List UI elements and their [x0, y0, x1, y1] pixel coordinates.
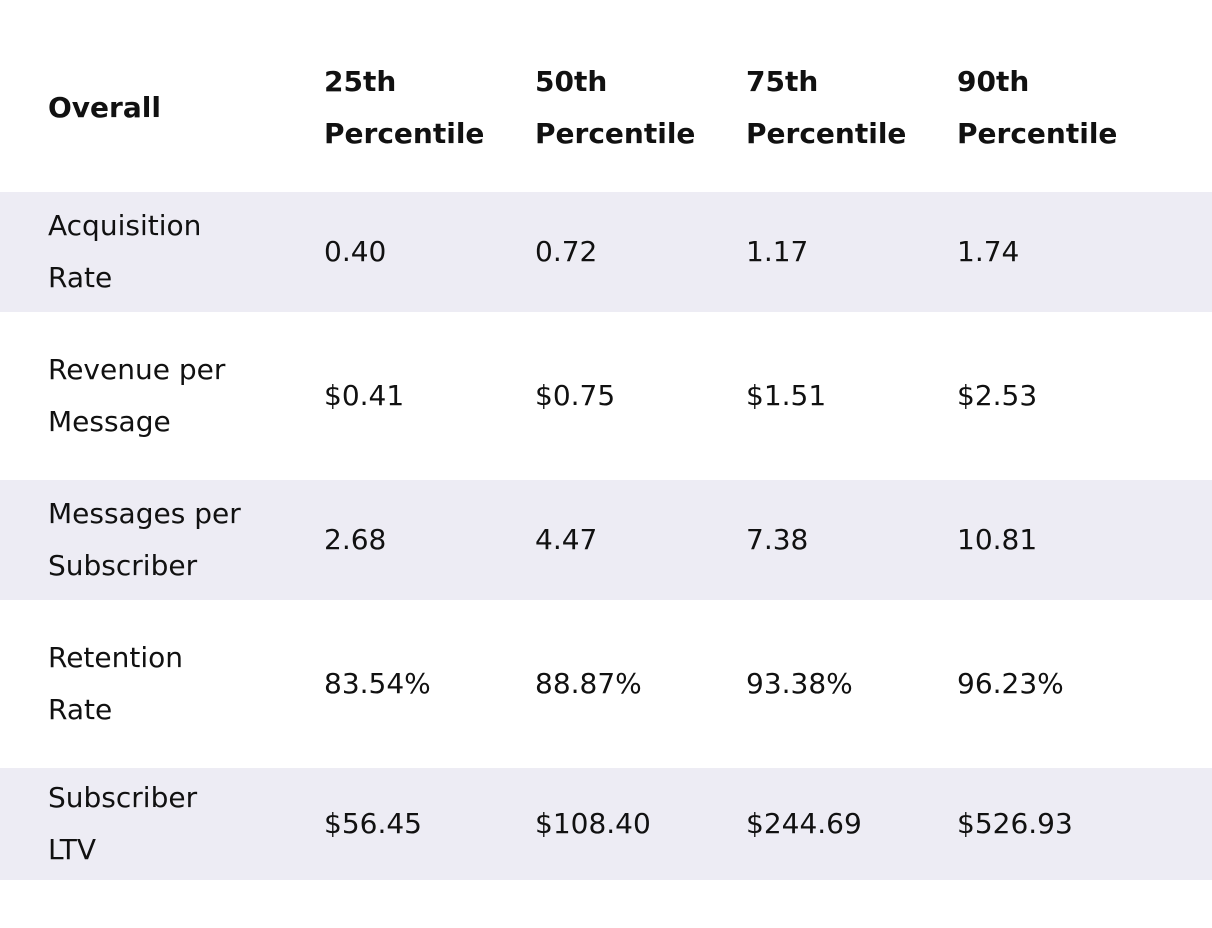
cell-text-line: Overall: [48, 91, 161, 124]
cell-text-line: Revenue per: [48, 353, 226, 386]
cell-text-line: Rate: [48, 261, 113, 294]
cell-text: 10.81: [957, 523, 1038, 556]
table-cell: 1.17: [746, 192, 808, 312]
table-cell: 0.40: [324, 192, 386, 312]
cell-text: $1.51: [746, 379, 827, 412]
cell-text: $244.69: [746, 807, 862, 840]
table-row: Retention Rate 83.54% 88.87% 93.38% 96.23%: [0, 600, 1212, 768]
table-row: Acquisition Rate 0.40 0.72 1.17 1.74: [0, 192, 1212, 312]
table-cell: 96.23%: [957, 600, 1064, 768]
cell-text-line: Percentile: [324, 117, 485, 150]
cell-text: $108.40: [535, 807, 651, 840]
table-cell: $0.75: [535, 312, 615, 480]
cell-text-line: Percentile: [746, 117, 907, 150]
cell-text: 93.38%: [746, 667, 853, 700]
cell-text: 0.72: [535, 235, 598, 268]
table-cell: 0.72: [535, 192, 597, 312]
cell-text: 83.54%: [324, 667, 431, 700]
table-cell: 50th Percentile: [535, 56, 695, 160]
cell-text: 7.38: [746, 523, 809, 556]
table-cell: Retention Rate: [48, 600, 183, 768]
table-cell: 90th Percentile: [957, 56, 1117, 160]
table-cell: Messages per Subscriber: [48, 480, 241, 600]
header-row: Overall 25th Percentile 50th Percentile 75th P…: [0, 56, 1212, 160]
cell-text: 1.17: [746, 235, 809, 268]
table-cell: 10.81: [957, 480, 1037, 600]
cell-text-line: Percentile: [957, 117, 1118, 150]
cell-text: 88.87%: [535, 667, 642, 700]
cell-text-line: Subscriber: [48, 781, 198, 814]
table-cell: Subscriber LTV: [48, 768, 197, 880]
table-cell: 75th Percentile: [746, 56, 906, 160]
table-cell: 93.38%: [746, 600, 853, 768]
cell-text: $0.75: [535, 379, 616, 412]
table-cell: 2.68: [324, 480, 386, 600]
cell-text-line: Subscriber: [48, 549, 198, 582]
cell-text: $2.53: [957, 379, 1038, 412]
table-cell: $2.53: [957, 312, 1037, 480]
cell-text-line: Acquisition: [48, 209, 202, 242]
table-cell: 1.74: [957, 192, 1019, 312]
table-cell: Revenue per Message: [48, 312, 225, 480]
cell-text-line: 25th: [324, 65, 397, 98]
cell-text: $56.45: [324, 807, 422, 840]
table-row: Subscriber LTV $56.45 $108.40 $244.69 $526.93: [0, 768, 1212, 880]
cell-text-line: LTV: [48, 833, 97, 866]
table-cell: $56.45: [324, 768, 422, 880]
cell-text-line: Retention: [48, 641, 184, 674]
cell-text-line: Rate: [48, 693, 113, 726]
table-cell: $108.40: [535, 768, 651, 880]
cell-text: 4.47: [535, 523, 598, 556]
cell-text-line: Percentile: [535, 117, 696, 150]
table-row: Revenue per Message $0.41 $0.75 $1.51 $2.53: [0, 312, 1212, 480]
table-cell: 7.38: [746, 480, 808, 600]
cell-text: 0.40: [324, 235, 387, 268]
table-cell: $244.69: [746, 768, 862, 880]
cell-text-line: Messages per: [48, 497, 241, 530]
table-cell: $1.51: [746, 312, 826, 480]
table-cell: 4.47: [535, 480, 597, 600]
cell-text: 1.74: [957, 235, 1020, 268]
cell-text: 96.23%: [957, 667, 1064, 700]
cell-text-line: 75th: [746, 65, 819, 98]
cell-text-line: Message: [48, 405, 171, 438]
cell-text: $526.93: [957, 807, 1073, 840]
table-cell: $0.41: [324, 312, 404, 480]
cell-text-line: 90th: [957, 65, 1030, 98]
cell-text: 2.68: [324, 523, 387, 556]
table-cell: 83.54%: [324, 600, 431, 768]
table-cell: Overall: [48, 56, 161, 160]
table-cell: Acquisition Rate: [48, 192, 201, 312]
table-row: Messages per Subscriber 2.68 4.47 7.38 10.81: [0, 480, 1212, 600]
table-cell: 88.87%: [535, 600, 642, 768]
cell-text: $0.41: [324, 379, 405, 412]
table-cell: $526.93: [957, 768, 1073, 880]
table-cell: 25th Percentile: [324, 56, 484, 160]
cell-text-line: 50th: [535, 65, 608, 98]
